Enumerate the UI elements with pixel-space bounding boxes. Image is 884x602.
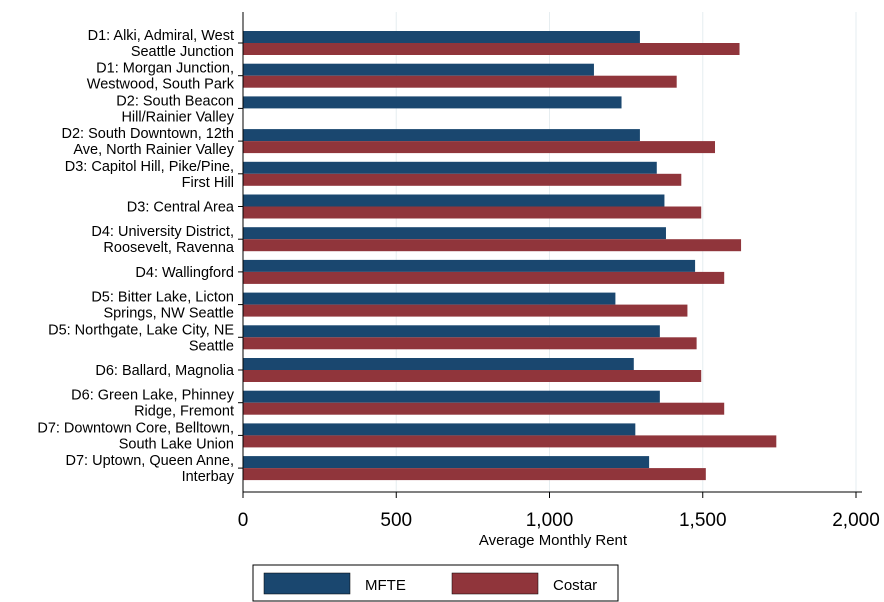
bar-mfte-d3-central-area [243, 194, 665, 207]
bar-costar-d7-uptown-queen-anne-interbay [243, 468, 706, 481]
y-tick-label-d2-south-beacon-hill-rainier-valley-line2: Hill/Rainier Valley [121, 109, 234, 125]
x-ticks: 0 500 1,000 1,500 2,000 [238, 492, 880, 531]
y-tick-label-d1-alki-admiral-west-seattle-junction-line2: Seattle Junction [131, 44, 234, 60]
bar-mfte-d2-south-downtown-12th-ave-north-rainier-valley [243, 129, 640, 142]
x-tick-label-1000: 1,000 [526, 510, 574, 531]
y-tick-label-d5-bitter-lake-licton-springs-nw-seattle-line1: D5: Bitter Lake, Licton [91, 290, 234, 306]
y-tick-label-d4-university-district-roosevelt-ravenna-line2: Roosevelt, Ravenna [103, 240, 235, 256]
bar-costar-d7-downtown-core-belltown-south-lake-union [243, 435, 777, 448]
bar-mfte-d5-northgate-lake-city-ne-seattle [243, 325, 660, 338]
bar-costar-d3-capitol-hill-pike-pine-first-hill [243, 173, 682, 186]
y-tick-label-d2-south-downtown-12th-ave-north-rainier-valley-line2: Ave, North Rainier Valley [73, 142, 234, 158]
bar-mfte-d5-bitter-lake-licton-springs-nw-seattle [243, 292, 616, 305]
y-tick-label-d4-wallingford-line1: D4: Wallingford [135, 265, 234, 281]
bar-costar-d3-central-area [243, 206, 702, 219]
bar-mfte-d7-uptown-queen-anne-interbay [243, 456, 650, 469]
y-tick-label-d5-northgate-lake-city-ne-seattle-line2: Seattle [189, 338, 234, 354]
bar-mfte-d2-south-beacon-hill-rainier-valley [243, 96, 622, 109]
bar-costar-d1-morgan-junction-westwood-south-park [243, 75, 677, 88]
y-tick-label-d1-morgan-junction-westwood-south-park-line1: D1: Morgan Junction, [96, 61, 234, 77]
legend-swatch-costar [451, 572, 539, 595]
legend: MFTE Costar [252, 564, 619, 602]
bar-costar-d2-south-downtown-12th-ave-north-rainier-valley [243, 141, 716, 154]
y-tick-label-d5-bitter-lake-licton-springs-nw-seattle-line2: Springs, NW Seattle [103, 306, 234, 322]
bar-costar-d5-bitter-lake-licton-springs-nw-seattle [243, 304, 688, 317]
y-tick-label-d7-uptown-queen-anne-interbay-line1: D7: Uptown, Queen Anne, [66, 453, 234, 469]
y-tick-label-d2-south-downtown-12th-ave-north-rainier-valley-line1: D2: South Downtown, 12th [62, 126, 235, 142]
y-tick-label-d6-ballard-magnolia-line1: D6: Ballard, Magnolia [95, 363, 235, 379]
y-tick-label-d7-downtown-core-belltown-south-lake-union-line2: South Lake Union [119, 436, 234, 452]
y-tick-label-d2-south-beacon-hill-rainier-valley-line1: D2: South Beacon [116, 93, 234, 109]
y-tick-label-d5-northgate-lake-city-ne-seattle-line1: D5: Northgate, Lake City, NE [48, 322, 234, 338]
bar-mfte-d3-capitol-hill-pike-pine-first-hill [243, 161, 657, 174]
y-tick-label-d7-uptown-queen-anne-interbay-line2: Interbay [182, 469, 235, 485]
bar-mfte-d6-green-lake-phinney-ridge-fremont [243, 390, 660, 403]
bar-costar-d1-alki-admiral-west-seattle-junction [243, 43, 740, 55]
y-tick-label-d6-green-lake-phinney-ridge-fremont-line2: Ridge, Fremont [134, 404, 234, 420]
y-tick-label-d3-capitol-hill-pike-pine-first-hill-line1: D3: Capitol Hill, Pike/Pine, [65, 159, 234, 175]
x-tick-label-1500: 1,500 [679, 510, 727, 531]
legend-swatch-mfte [263, 572, 351, 595]
bar-mfte-d6-ballard-magnolia [243, 358, 634, 370]
bars [243, 31, 777, 481]
bar-mfte-d1-morgan-junction-westwood-south-park [243, 63, 594, 76]
y-tick-label-d1-morgan-junction-westwood-south-park-line2: Westwood, South Park [87, 77, 235, 93]
bar-costar-d4-university-district-roosevelt-ravenna [243, 239, 742, 252]
x-tick-label-0: 0 [238, 510, 249, 531]
bar-mfte-d7-downtown-core-belltown-south-lake-union [243, 423, 636, 436]
y-tick-label-d1-alki-admiral-west-seattle-junction-line1: D1: Alki, Admiral, West [88, 28, 234, 44]
bar-costar-d6-ballard-magnolia [243, 370, 702, 382]
legend-label-mfte: MFTE [365, 577, 406, 594]
x-tick-label-2000: 2,000 [832, 510, 880, 531]
bar-mfte-d4-university-district-roosevelt-ravenna [243, 227, 666, 240]
y-tick-label-d7-downtown-core-belltown-south-lake-union-line1: D7: Downtown Core, Belltown, [37, 420, 234, 436]
y-tick-label-d3-central-area-line1: D3: Central Area [127, 200, 235, 216]
bar-mfte-d1-alki-admiral-west-seattle-junction [243, 31, 640, 43]
bar-costar-d6-green-lake-phinney-ridge-fremont [243, 402, 725, 415]
y-tick-label-d3-capitol-hill-pike-pine-first-hill-line2: First Hill [182, 175, 234, 191]
x-tick-label-500: 500 [380, 510, 412, 531]
x-axis-title: Average Monthly Rent [479, 532, 628, 549]
y-tick-label-d4-university-district-roosevelt-ravenna-line1: D4: University District, [91, 224, 234, 240]
bar-costar-d4-wallingford [243, 271, 725, 284]
bar-costar-d5-northgate-lake-city-ne-seattle [243, 337, 697, 350]
legend-label-costar: Costar [553, 577, 597, 594]
y-tick-label-d6-green-lake-phinney-ridge-fremont-line1: D6: Green Lake, Phinney [71, 388, 235, 404]
axes [242, 12, 862, 493]
bar-mfte-d4-wallingford [243, 259, 696, 272]
